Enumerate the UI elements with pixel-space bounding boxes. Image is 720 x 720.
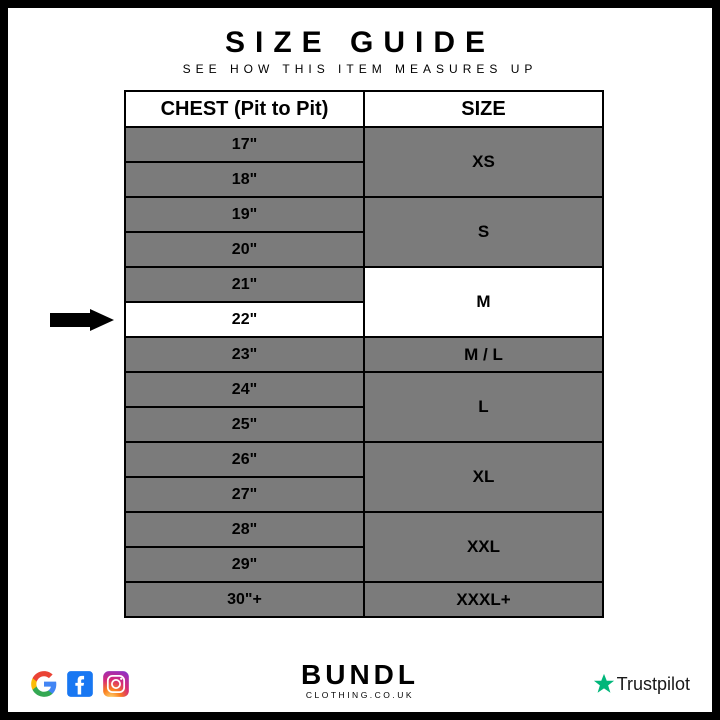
arrow-indicator-icon [50,309,114,331]
chest-cell: 28" [125,512,364,547]
page-subtitle: SEE HOW THIS ITEM MEASURES UP [183,62,538,76]
table-row: 28"XXL [125,512,603,547]
table-row: 26"XL [125,442,603,477]
size-cell: L [364,372,603,442]
size-cell: XXXL+ [364,582,603,617]
chest-cell: 23" [125,337,364,372]
chest-cell: 26" [125,442,364,477]
brand-logo: BUNDL CLOTHING.CO.UK [301,661,419,700]
size-cell: XL [364,442,603,512]
chest-cell: 30"+ [125,582,364,617]
size-table-wrapper: CHEST (Pit to Pit) SIZE 17"XS18"19"S20"2… [124,90,604,618]
size-guide-table: CHEST (Pit to Pit) SIZE 17"XS18"19"S20"2… [124,90,604,618]
table-row: 21"M [125,267,603,302]
brand-name: BUNDL [301,661,419,689]
brand-url: CLOTHING.CO.UK [306,690,414,700]
table-row: 17"XS [125,127,603,162]
chest-cell: 17" [125,127,364,162]
chest-cell: 27" [125,477,364,512]
page-title: SIZE GUIDE [225,26,495,60]
social-icons [30,670,130,698]
trustpilot-label: Trustpilot [617,674,690,695]
size-cell: M / L [364,337,603,372]
chest-cell: 20" [125,232,364,267]
size-cell: S [364,197,603,267]
table-header-size: SIZE [364,91,603,127]
chest-cell: 19" [125,197,364,232]
size-cell: XS [364,127,603,197]
table-header-chest: CHEST (Pit to Pit) [125,91,364,127]
chest-cell: 22" [125,302,364,337]
table-row: 24"L [125,372,603,407]
table-row: 30"+XXXL+ [125,582,603,617]
instagram-icon [102,670,130,698]
size-cell: M [364,267,603,337]
chest-cell: 21" [125,267,364,302]
trustpilot-star-icon [593,673,615,695]
trustpilot-badge: Trustpilot [593,673,690,695]
facebook-icon [66,670,94,698]
chest-cell: 25" [125,407,364,442]
table-row: 23"M / L [125,337,603,372]
chest-cell: 24" [125,372,364,407]
size-cell: XXL [364,512,603,582]
chest-cell: 29" [125,547,364,582]
table-row: 19"S [125,197,603,232]
chest-cell: 18" [125,162,364,197]
google-icon [30,670,58,698]
